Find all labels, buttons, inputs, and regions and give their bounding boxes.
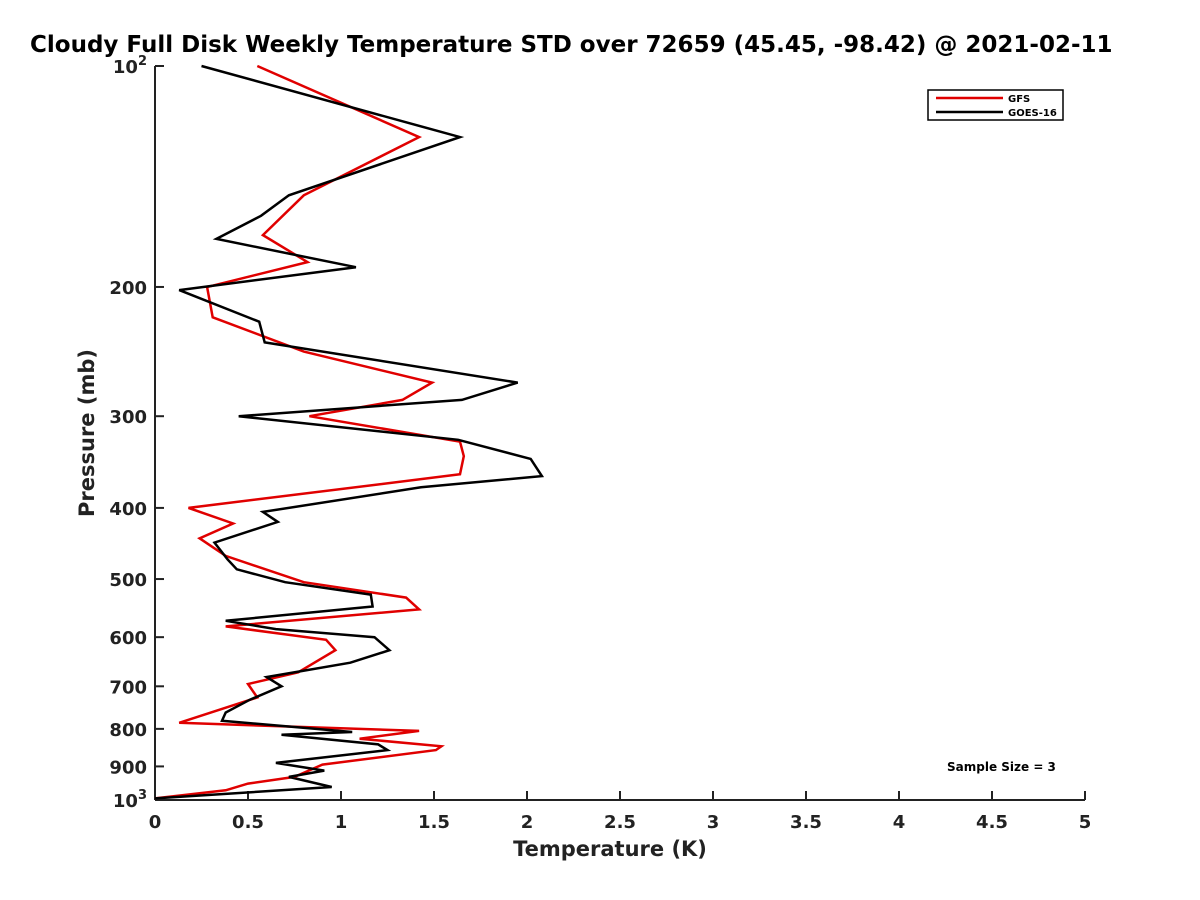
legend-label: GOES-16 — [1008, 108, 1057, 119]
x-tick-label: 5 — [1079, 812, 1092, 833]
y-axis-title: Pressure (mb) — [75, 349, 99, 517]
y-tick-label: 600 — [109, 628, 147, 649]
y-tick-label: 400 — [109, 499, 147, 520]
x-tick-label: 1.5 — [418, 812, 450, 833]
legend-box — [927, 89, 1064, 121]
series-line-goes-16 — [154, 64, 545, 800]
y-tick-label: 200 — [109, 278, 147, 299]
x-tick-label: 0.5 — [232, 812, 264, 833]
sample-size-annotation: Sample Size = 3 — [947, 760, 1056, 774]
y-tick-label: 500 — [109, 570, 147, 591]
series-line-gfs — [154, 64, 466, 800]
x-tick-label: 2.5 — [604, 812, 636, 833]
y-tick-label: 700 — [109, 677, 147, 698]
x-tick-label: 4.5 — [976, 812, 1008, 833]
y-tick-label: 102 — [113, 54, 147, 78]
x-tick-label: 2 — [521, 812, 534, 833]
x-axis-title: Temperature (K) — [513, 837, 707, 861]
x-tick-label: 1 — [335, 812, 348, 833]
y-tick-label: 300 — [109, 407, 147, 428]
x-tick-label: 4 — [893, 812, 906, 833]
y-tick-label: 103 — [113, 788, 147, 812]
y-tick-base: 10 — [113, 791, 138, 812]
y-tick-base: 10 — [113, 57, 138, 78]
chart-title: Cloudy Full Disk Weekly Temperature STD … — [30, 32, 1113, 58]
x-tick-label: 3 — [707, 812, 720, 833]
legend-label: GFS — [1008, 94, 1030, 105]
y-tick-exponent: 2 — [138, 54, 147, 69]
y-tick-exponent: 3 — [138, 788, 147, 803]
x-tick-label: 0 — [149, 812, 162, 833]
y-tick-label: 900 — [109, 757, 147, 778]
y-tick-label: 800 — [109, 720, 147, 741]
x-tick-label: 3.5 — [790, 812, 822, 833]
